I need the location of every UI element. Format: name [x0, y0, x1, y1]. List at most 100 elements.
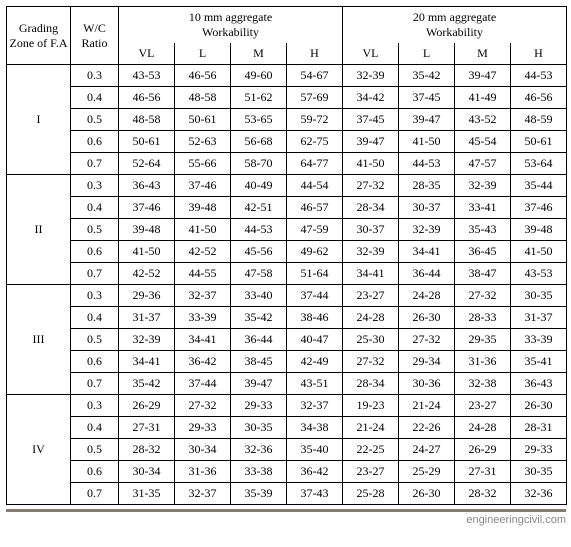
- data-cell: 32-39: [343, 65, 399, 87]
- header-workability-col: M: [455, 43, 511, 65]
- data-cell: 19-23: [343, 395, 399, 417]
- data-cell: 27-31: [119, 417, 175, 439]
- data-cell: 48-58: [119, 109, 175, 131]
- data-cell: 34-42: [343, 87, 399, 109]
- data-cell: 36-43: [119, 175, 175, 197]
- data-cell: 38-47: [455, 263, 511, 285]
- data-cell: 26-29: [119, 395, 175, 417]
- data-cell: 58-70: [231, 153, 287, 175]
- data-cell: 38-46: [287, 307, 343, 329]
- header-workability-col: L: [175, 43, 231, 65]
- data-cell: 40-49: [231, 175, 287, 197]
- data-cell: 37-45: [343, 109, 399, 131]
- data-cell: 23-27: [343, 461, 399, 483]
- data-cell: 30-34: [119, 461, 175, 483]
- data-cell: 35-44: [511, 175, 567, 197]
- data-cell: 26-30: [399, 483, 455, 505]
- data-cell: 36-44: [399, 263, 455, 285]
- data-cell: 21-24: [343, 417, 399, 439]
- data-cell: 24-28: [399, 285, 455, 307]
- data-cell: 48-59: [511, 109, 567, 131]
- data-cell: 38-45: [231, 351, 287, 373]
- data-cell: 35-42: [119, 373, 175, 395]
- wc-cell: 0.3: [71, 65, 119, 87]
- table-row: III0.329-3632-3733-4037-4423-2724-2827-3…: [7, 285, 567, 307]
- data-cell: 44-54: [287, 175, 343, 197]
- table-row: 0.427-3129-3330-3534-3821-2422-2624-2828…: [7, 417, 567, 439]
- data-cell: 62-75: [287, 131, 343, 153]
- data-cell: 41-50: [119, 241, 175, 263]
- data-cell: 26-30: [399, 307, 455, 329]
- wc-cell: 0.4: [71, 417, 119, 439]
- header-workability-col: L: [399, 43, 455, 65]
- data-cell: 32-37: [175, 483, 231, 505]
- table-row: 0.528-3230-3432-3635-4022-2524-2726-2929…: [7, 439, 567, 461]
- data-cell: 23-27: [343, 285, 399, 307]
- wc-cell: 0.7: [71, 153, 119, 175]
- data-cell: 35-42: [399, 65, 455, 87]
- data-cell: 28-34: [343, 373, 399, 395]
- data-cell: 42-52: [175, 241, 231, 263]
- data-cell: 26-30: [511, 395, 567, 417]
- data-cell: 51-62: [231, 87, 287, 109]
- data-cell: 41-50: [399, 131, 455, 153]
- data-cell: 37-46: [119, 197, 175, 219]
- data-cell: 45-56: [231, 241, 287, 263]
- table-row: 0.731-3532-3735-3937-4325-2826-3028-3232…: [7, 483, 567, 505]
- data-cell: 42-51: [231, 197, 287, 219]
- wc-cell: 0.4: [71, 87, 119, 109]
- data-cell: 51-64: [287, 263, 343, 285]
- data-cell: 34-41: [119, 351, 175, 373]
- data-cell: 39-48: [119, 219, 175, 241]
- wc-cell: 0.7: [71, 263, 119, 285]
- data-cell: 27-32: [455, 285, 511, 307]
- data-cell: 25-30: [343, 329, 399, 351]
- data-cell: 34-41: [343, 263, 399, 285]
- data-cell: 42-49: [287, 351, 343, 373]
- data-cell: 33-41: [455, 197, 511, 219]
- data-cell: 39-47: [343, 131, 399, 153]
- table-row: IV0.326-2927-3229-3332-3719-2321-2423-27…: [7, 395, 567, 417]
- data-cell: 39-47: [399, 109, 455, 131]
- data-cell: 27-32: [399, 329, 455, 351]
- data-cell: 41-50: [343, 153, 399, 175]
- data-cell: 27-32: [343, 175, 399, 197]
- data-cell: 26-29: [455, 439, 511, 461]
- data-cell: 24-28: [343, 307, 399, 329]
- data-cell: 36-45: [455, 241, 511, 263]
- data-cell: 52-63: [175, 131, 231, 153]
- data-cell: 39-47: [455, 65, 511, 87]
- table-header: GradingZone of F.A W/CRatio 10 mm aggreg…: [7, 7, 567, 65]
- wc-cell: 0.4: [71, 307, 119, 329]
- wc-cell: 0.5: [71, 109, 119, 131]
- data-cell: 35-41: [511, 351, 567, 373]
- data-cell: 29-34: [399, 351, 455, 373]
- data-cell: 43-53: [119, 65, 175, 87]
- data-cell: 55-66: [175, 153, 231, 175]
- data-cell: 40-47: [287, 329, 343, 351]
- header-wc: W/CRatio: [71, 7, 119, 65]
- data-cell: 44-53: [399, 153, 455, 175]
- header-workability-col: VL: [343, 43, 399, 65]
- data-cell: 46-56: [119, 87, 175, 109]
- data-cell: 44-53: [511, 65, 567, 87]
- data-cell: 30-37: [343, 219, 399, 241]
- data-cell: 28-32: [119, 439, 175, 461]
- data-cell: 46-57: [287, 197, 343, 219]
- data-cell: 27-32: [343, 351, 399, 373]
- data-cell: 36-42: [175, 351, 231, 373]
- data-cell: 49-60: [231, 65, 287, 87]
- data-cell: 50-61: [511, 131, 567, 153]
- header-workability-col: H: [511, 43, 567, 65]
- data-cell: 22-26: [399, 417, 455, 439]
- table-row: 0.437-4639-4842-5146-5728-3430-3733-4137…: [7, 197, 567, 219]
- data-cell: 39-48: [175, 197, 231, 219]
- table-row: 0.548-5850-6153-6559-7237-4539-4743-5248…: [7, 109, 567, 131]
- wc-cell: 0.7: [71, 483, 119, 505]
- table-row: 0.650-6152-6356-6862-7539-4741-5045-5450…: [7, 131, 567, 153]
- data-cell: 47-58: [231, 263, 287, 285]
- data-cell: 64-77: [287, 153, 343, 175]
- data-cell: 43-51: [287, 373, 343, 395]
- data-cell: 28-34: [343, 197, 399, 219]
- aggregate-table: GradingZone of F.A W/CRatio 10 mm aggreg…: [6, 6, 567, 505]
